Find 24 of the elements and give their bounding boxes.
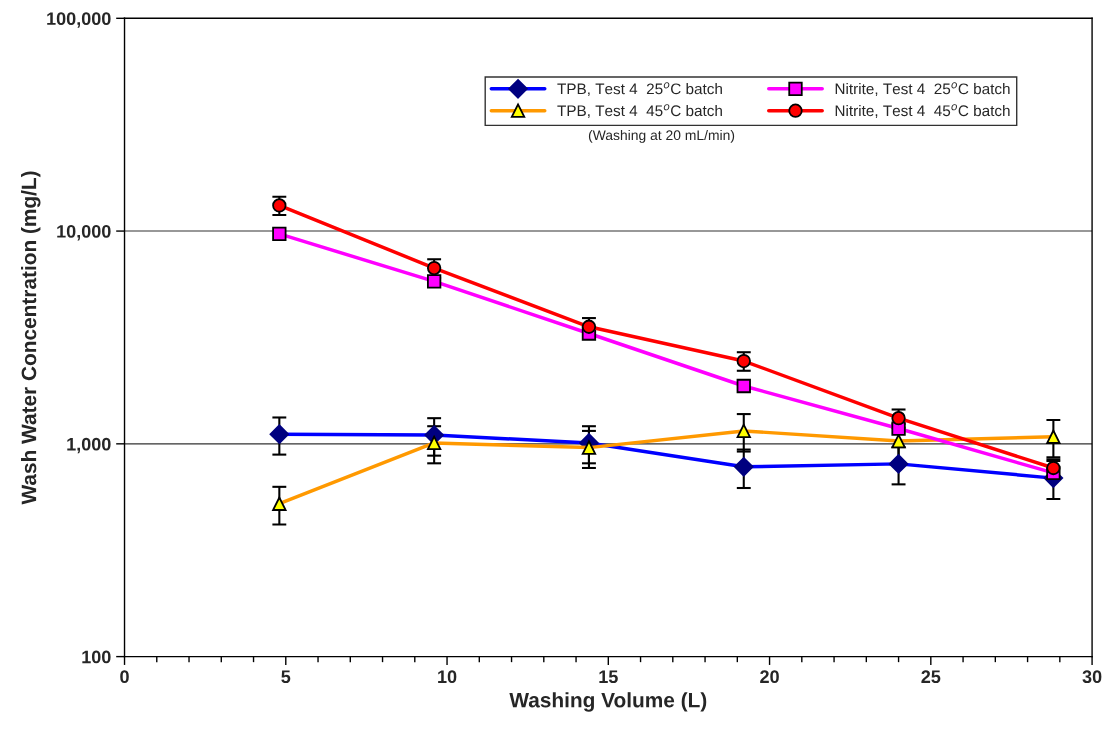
- x-axis-title: Washing Volume (L): [509, 692, 707, 712]
- point: [272, 198, 287, 213]
- y-tick-label: 1,000: [67, 437, 111, 454]
- annotation: (Washing at 20 mL/min): [588, 129, 735, 143]
- legend-label: Nitrite, Test 4 45$^{o}$C batch: [835, 104, 1010, 118]
- point: [272, 226, 287, 242]
- point: [736, 378, 751, 394]
- legend-label: TPB, Test 4 25$^{o}$C batch: [557, 82, 722, 97]
- y-axis-title: Wash Water Concentration (mg/L): [21, 171, 41, 505]
- y-tick-label: 100,000: [47, 12, 111, 28]
- legend-label: Nitrite, Test 4 25$^{o}$C batch: [835, 82, 1010, 97]
- x-tick-label: 10: [438, 670, 457, 684]
- y-tick-label: 10,000: [57, 225, 111, 241]
- x-tick-label: 5: [281, 670, 291, 684]
- x-tick-label: 30: [1082, 670, 1102, 684]
- y-tick-label: 100: [82, 650, 111, 664]
- x-tick-label: 25: [921, 670, 941, 684]
- point: [581, 319, 597, 334]
- point: [1046, 460, 1061, 476]
- x-tick-label: 0: [120, 670, 129, 684]
- x-tick-label: 20: [760, 670, 779, 684]
- point: [426, 274, 442, 289]
- x-tick-label: 15: [599, 670, 618, 684]
- legend-label: TPB, Test 4 45$^{o}$C batch: [557, 104, 722, 118]
